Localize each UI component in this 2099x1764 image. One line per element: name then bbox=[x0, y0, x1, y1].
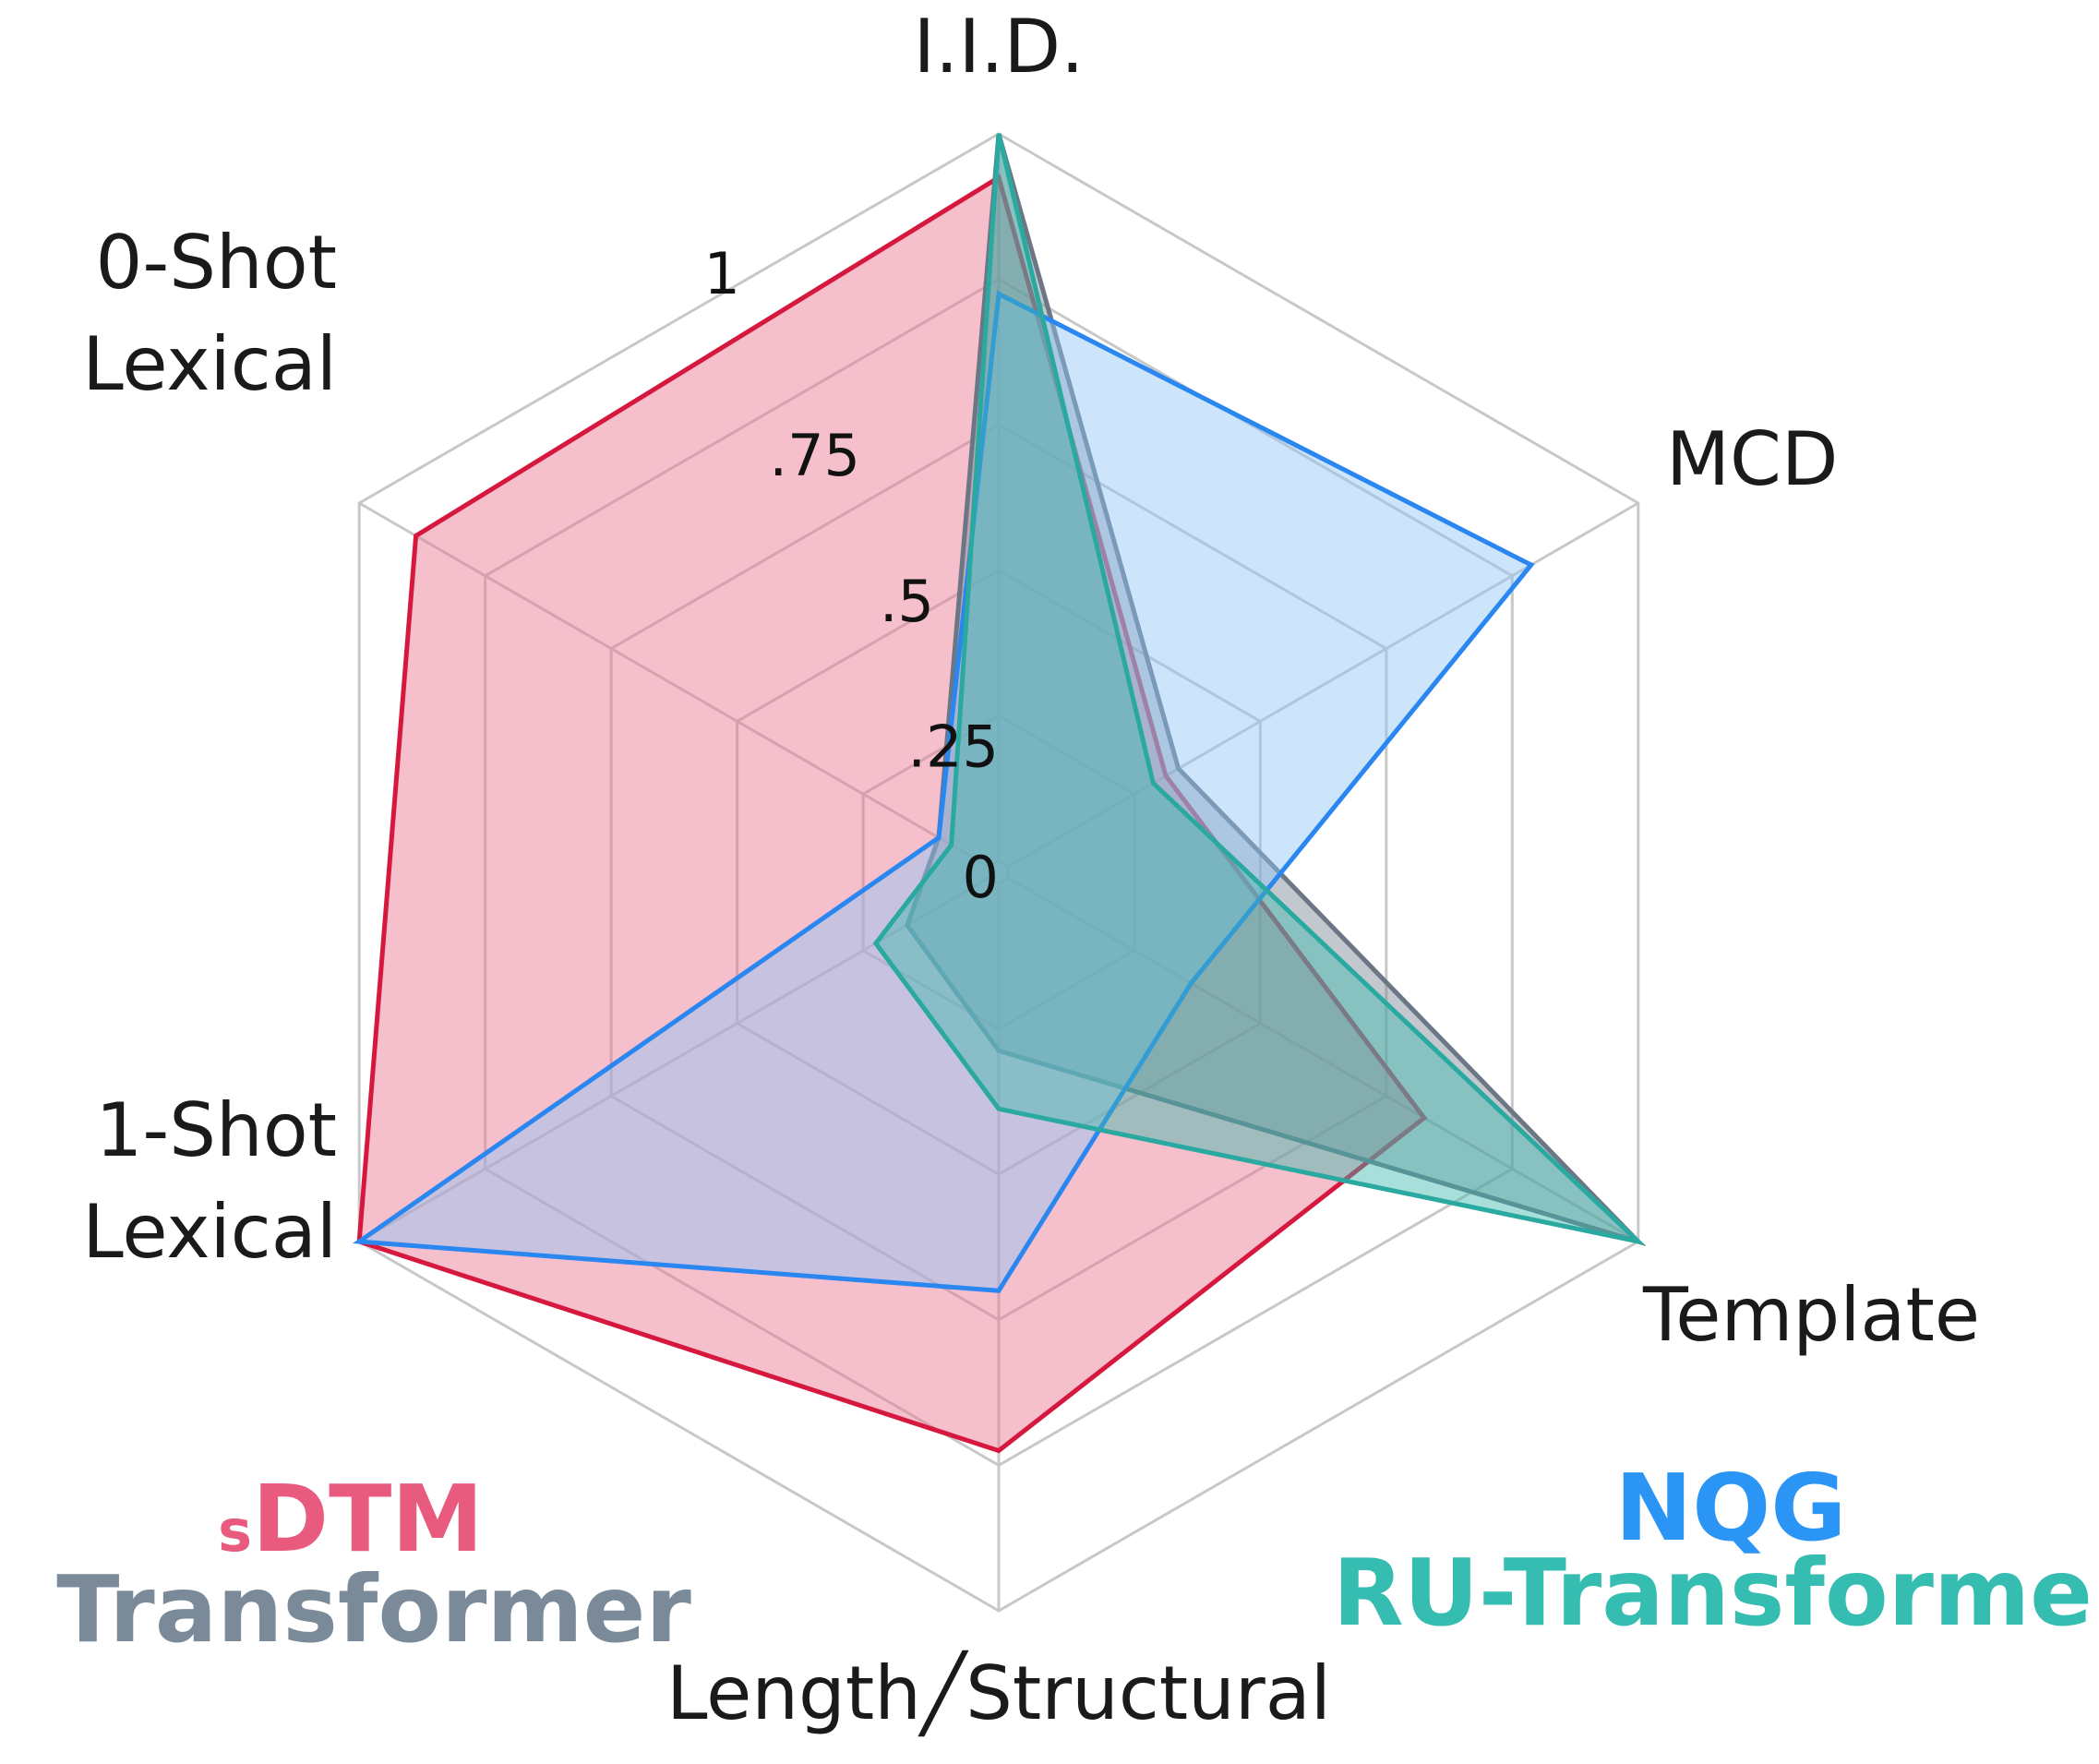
axis-label: Lexical bbox=[82, 1189, 337, 1275]
axis-label: 1-Shot bbox=[95, 1087, 337, 1173]
legend-item-nqg: NQG bbox=[1615, 1454, 1847, 1562]
tick-label: 0 bbox=[963, 844, 999, 911]
axis-label: Length╱Structural bbox=[666, 1650, 1331, 1737]
axis-label: I.I.D. bbox=[913, 4, 1084, 90]
radar-axis-labels: I.I.D. MCD Template Length╱Structural 1-Shot… bbox=[82, 4, 1980, 1737]
tick-label: .25 bbox=[907, 713, 999, 780]
series-sdtm-polygon bbox=[356, 174, 1428, 1454]
grid-spoke bbox=[358, 876, 990, 1243]
legend-item-ru-transformer: RU-Transformer bbox=[1333, 1539, 2099, 1647]
axis-label: MCD bbox=[1666, 416, 1838, 502]
tick-label: .5 bbox=[880, 568, 934, 635]
tick-label: 1 bbox=[704, 240, 740, 307]
series-ru-transformer-polygon bbox=[872, 133, 1646, 1246]
radar-series bbox=[353, 133, 1647, 1454]
legend-item-transformer: Transformer bbox=[56, 1555, 691, 1663]
legend-item-sdtm: sDTM bbox=[218, 1465, 484, 1573]
axis-label: Template bbox=[1642, 1272, 1980, 1358]
radar-tick-labels: 0 .25 .5 .75 1 bbox=[704, 240, 999, 911]
axis-label: 0-Shot bbox=[95, 220, 337, 306]
series-nqg-polygon bbox=[353, 290, 1535, 1293]
grid-spoke bbox=[1007, 876, 1639, 1243]
grid-spoke bbox=[358, 501, 990, 869]
axis-label: Lexical bbox=[82, 321, 337, 407]
tick-label: .75 bbox=[769, 422, 860, 489]
radar-spokes bbox=[358, 134, 1639, 1611]
